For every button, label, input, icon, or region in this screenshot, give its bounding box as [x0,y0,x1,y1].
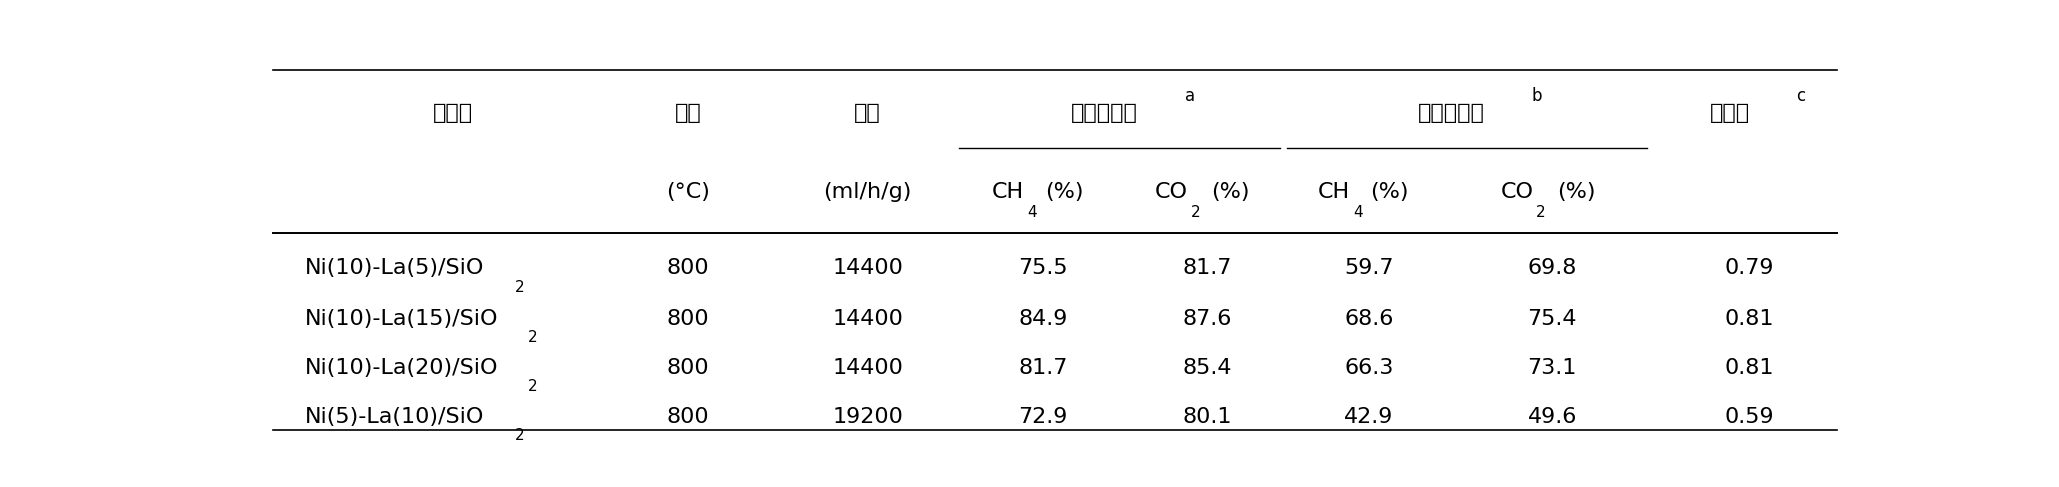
Text: CO: CO [1501,182,1534,202]
Text: 81.7: 81.7 [1182,259,1231,279]
Text: 800: 800 [667,407,710,427]
Text: 2: 2 [1190,205,1200,220]
Text: 85.4: 85.4 [1182,358,1231,378]
Text: 68.6: 68.6 [1345,309,1394,329]
Text: 75.5: 75.5 [1019,259,1069,279]
Text: 14400: 14400 [832,259,904,279]
Text: CO: CO [1155,182,1188,202]
Text: 2: 2 [515,428,525,443]
Text: 800: 800 [667,259,710,279]
Text: Ni(10)-La(15)/SiO: Ni(10)-La(15)/SiO [305,309,498,329]
Text: a: a [1186,87,1194,105]
Text: CH: CH [1318,182,1351,202]
Text: (°C): (°C) [667,182,710,202]
Text: 空速: 空速 [854,103,881,123]
Text: (%): (%) [1557,182,1596,202]
Text: 0.81: 0.81 [1725,309,1775,329]
Text: c: c [1795,87,1806,105]
Text: 87.6: 87.6 [1182,309,1231,329]
Text: 催化剂: 催化剂 [432,103,474,123]
Text: (%): (%) [1371,182,1408,202]
Text: 800: 800 [667,309,710,329]
Text: 73.1: 73.1 [1528,358,1577,378]
Text: 59.7: 59.7 [1345,259,1394,279]
Text: 2: 2 [527,379,537,394]
Text: 0.81: 0.81 [1725,358,1775,378]
Text: 4: 4 [1353,205,1363,220]
Text: CH: CH [992,182,1023,202]
Text: 14400: 14400 [832,358,904,378]
Text: (ml/h/g): (ml/h/g) [824,182,912,202]
Text: 49.6: 49.6 [1528,407,1577,427]
Text: 初始转化率: 初始转化率 [1071,103,1137,123]
Text: 2: 2 [1536,205,1546,220]
Text: 2: 2 [515,280,525,295]
Text: 稳定性: 稳定性 [1711,103,1750,123]
Text: 0.79: 0.79 [1725,259,1775,279]
Text: 84.9: 84.9 [1019,309,1069,329]
Text: 69.8: 69.8 [1528,259,1577,279]
Text: (%): (%) [1044,182,1083,202]
Text: (%): (%) [1211,182,1250,202]
Text: Ni(10)-La(5)/SiO: Ni(10)-La(5)/SiO [305,259,484,279]
Text: Ni(5)-La(10)/SiO: Ni(5)-La(10)/SiO [305,407,484,427]
Text: 800: 800 [667,358,710,378]
Text: 0.59: 0.59 [1725,407,1775,427]
Text: 81.7: 81.7 [1019,358,1069,378]
Text: 75.4: 75.4 [1528,309,1577,329]
Text: 80.1: 80.1 [1182,407,1231,427]
Text: 66.3: 66.3 [1345,358,1394,378]
Text: 42.9: 42.9 [1345,407,1394,427]
Text: 14400: 14400 [832,309,904,329]
Text: 4: 4 [1027,205,1038,220]
Text: Ni(10)-La(20)/SiO: Ni(10)-La(20)/SiO [305,358,498,378]
Text: 2: 2 [527,330,537,345]
Text: 72.9: 72.9 [1019,407,1069,427]
Text: 19200: 19200 [832,407,904,427]
Text: 最终转化率: 最终转化率 [1417,103,1485,123]
Text: b: b [1532,87,1542,105]
Text: 温度: 温度 [675,103,702,123]
